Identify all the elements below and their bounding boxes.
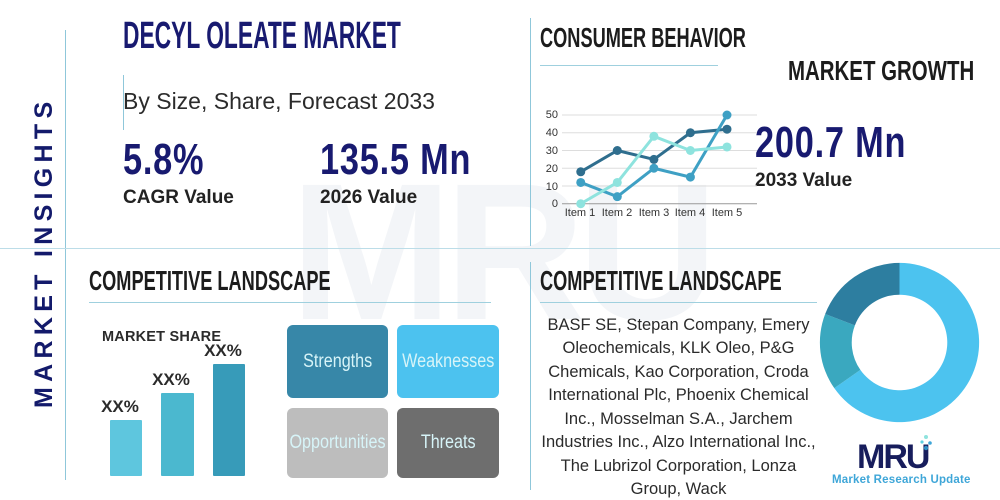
- svg-text:Item 4: Item 4: [675, 207, 706, 219]
- svg-text:40: 40: [546, 127, 558, 139]
- svg-text:Item 5: Item 5: [712, 207, 743, 219]
- svg-text:Item 3: Item 3: [639, 207, 670, 219]
- svg-text:0: 0: [552, 198, 558, 210]
- svg-text:50: 50: [546, 109, 558, 121]
- svg-text:30: 30: [546, 145, 558, 157]
- svg-text:Item 2: Item 2: [602, 207, 633, 219]
- svg-text:20: 20: [546, 163, 558, 175]
- svg-text:Item 1: Item 1: [565, 207, 596, 219]
- svg-text:10: 10: [546, 181, 558, 193]
